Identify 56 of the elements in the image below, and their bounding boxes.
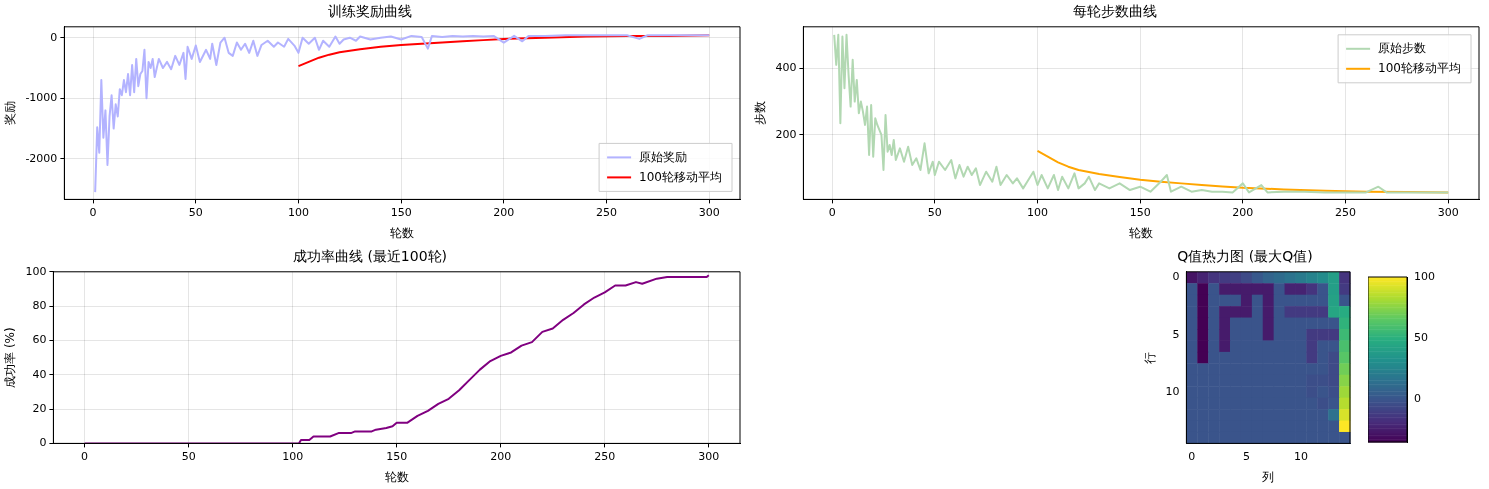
- x-tick-label: 250: [596, 205, 618, 219]
- y-tick-label: 60: [32, 333, 47, 347]
- x-axis-title: 列: [1262, 469, 1275, 484]
- legend-label: 100轮移动平均: [1378, 60, 1461, 75]
- x-tick-label: 10: [1293, 449, 1308, 463]
- x-tick-label: 100: [1027, 205, 1048, 219]
- x-tick-label: 300: [698, 449, 720, 463]
- x-tick-label: 50: [188, 205, 203, 219]
- x-tick-label: 300: [1437, 205, 1459, 219]
- x-tick-label: 100: [282, 449, 304, 463]
- y-tick-label: 0: [39, 436, 47, 450]
- y-tick-label: 10: [1165, 384, 1180, 398]
- legend-label: 100轮移动平均: [639, 169, 722, 184]
- x-tick-label: 150: [390, 205, 412, 219]
- x-tick-label: 50: [927, 205, 942, 219]
- x-tick-label: 0: [1188, 449, 1196, 463]
- x-tick-label: 5: [1242, 449, 1250, 463]
- color-bar-label: 100: [1414, 269, 1435, 283]
- x-tick-label: 150: [1129, 205, 1151, 219]
- x-tick-label: 200: [490, 449, 512, 463]
- x-tick-label: 150: [386, 449, 408, 463]
- y-tick-label: 40: [32, 367, 47, 381]
- y-tick-label: 0: [50, 30, 58, 44]
- x-axis-title: 轮数: [390, 225, 415, 240]
- chart-title: 成功率曲线 (最近100轮): [292, 248, 448, 265]
- chart-title: Q值热力图 (最大Q值): [1177, 248, 1313, 265]
- x-tick-label: 200: [1232, 205, 1254, 219]
- x-tick-label: 0: [828, 205, 836, 219]
- x-tick-label: 300: [698, 205, 720, 219]
- x-tick-label: 0: [89, 205, 97, 219]
- y-axis-title: 成功率 (%): [3, 327, 18, 388]
- color-bar-label: 50: [1414, 330, 1428, 344]
- x-tick-label: 250: [1335, 205, 1357, 219]
- x-tick-label: 50: [181, 449, 196, 463]
- y-axis-title: 行: [1143, 351, 1158, 364]
- y-tick-label: 400: [775, 61, 797, 75]
- x-tick-label: 200: [493, 205, 515, 219]
- y-tick-label: -1000: [25, 91, 58, 105]
- legend-label: 原始步数: [1378, 40, 1427, 55]
- y-axis-title: 奖励: [3, 101, 18, 126]
- x-tick-label: 100: [287, 205, 309, 219]
- x-axis-title: 轮数: [384, 469, 409, 484]
- y-axis-title: 步数: [753, 101, 768, 126]
- color-bar-label: 0: [1414, 392, 1421, 406]
- y-tick-label: 0: [1172, 270, 1180, 284]
- y-tick-label: 80: [32, 298, 47, 312]
- chart-title: 每轮步数曲线: [1072, 3, 1157, 20]
- y-tick-label: 20: [32, 401, 47, 415]
- legend-label: 原始奖励: [639, 149, 688, 164]
- chart-title: 训练奖励曲线: [328, 3, 412, 20]
- x-axis-title: 轮数: [1129, 225, 1154, 240]
- x-tick-label: 0: [81, 449, 89, 463]
- y-tick-label: 5: [1172, 327, 1180, 341]
- x-tick-label: 250: [594, 449, 616, 463]
- y-tick-label: -2000: [25, 151, 58, 165]
- y-tick-label: 100: [25, 264, 47, 278]
